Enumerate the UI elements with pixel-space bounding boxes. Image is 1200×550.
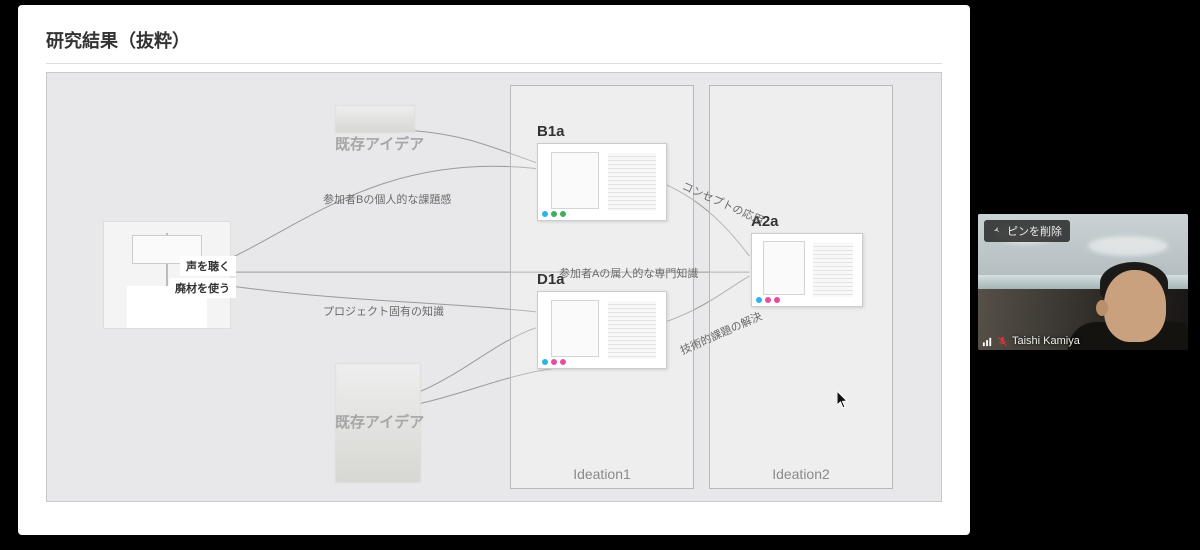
existing-idea-label-bottom: 既存アイデア xyxy=(335,411,424,432)
slide-title: 研究結果（抜粋） xyxy=(46,27,942,63)
signal-icon xyxy=(982,336,993,347)
edge-label: プロジェクト固有の知識 xyxy=(323,303,444,319)
diagram-canvas: Ideation1 Ideation2 声を聴く 廃材を使う 既存アイデア 既存… xyxy=(46,72,942,502)
pin-icon xyxy=(992,226,1002,236)
idea-card-d1a xyxy=(537,291,667,369)
shared-slide: 研究結果（抜粋） Ideation1 Ideation2 声を聴く 廃材を使う … xyxy=(18,5,970,535)
mic-muted-icon xyxy=(997,336,1008,347)
edge-label: 参加者Bの個人的な課題感 xyxy=(323,191,451,207)
existing-idea-label-top: 既存アイデア xyxy=(335,133,424,154)
idea-card-a2a xyxy=(751,233,863,307)
origin-artifact-card: 声を聴く 廃材を使う xyxy=(103,221,231,329)
remote-cursor-icon xyxy=(837,391,849,409)
slide-divider xyxy=(46,63,942,64)
card-title-b1a: B1a xyxy=(537,123,565,140)
idea-card-b1a xyxy=(537,143,667,221)
participant-name-bar: Taishi Kamiya xyxy=(982,335,1080,347)
ideation1-label: Ideation1 xyxy=(511,466,693,482)
unpin-button[interactable]: ピンを削除 xyxy=(984,220,1070,242)
webcam-tile[interactable]: ピンを削除 Taishi Kamiya xyxy=(978,214,1188,350)
existing-idea-thumb-top xyxy=(335,105,415,133)
participant-name: Taishi Kamiya xyxy=(1012,335,1080,347)
origin-label-bottom: 廃材を使う xyxy=(169,278,236,298)
origin-label-top: 声を聴く xyxy=(180,256,236,276)
unpin-label: ピンを削除 xyxy=(1007,223,1062,239)
edge-label: 参加者Aの属人的な専門知識 xyxy=(559,265,698,281)
ideation2-label: Ideation2 xyxy=(710,466,892,482)
